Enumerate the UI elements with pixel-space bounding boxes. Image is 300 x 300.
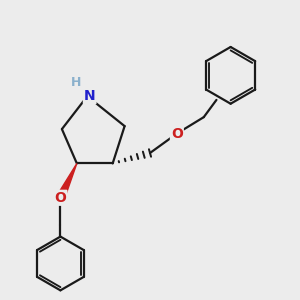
Text: N: N — [84, 89, 95, 103]
Text: H: H — [71, 76, 81, 89]
Text: O: O — [171, 127, 183, 141]
Text: O: O — [55, 191, 66, 205]
Polygon shape — [57, 164, 77, 200]
